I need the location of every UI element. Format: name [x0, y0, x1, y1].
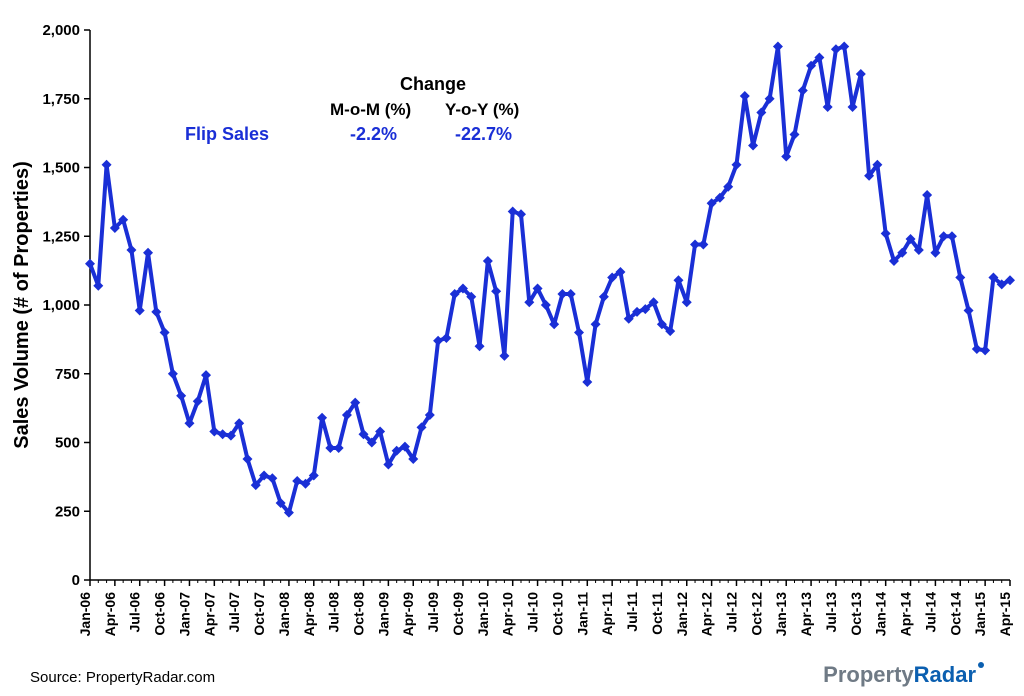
propertyradar-logo: PropertyRadar — [823, 662, 984, 688]
svg-text:Jul-09: Jul-09 — [425, 592, 441, 633]
svg-text:1,250: 1,250 — [42, 228, 80, 245]
svg-text:1,500: 1,500 — [42, 160, 80, 177]
svg-text:Apr-12: Apr-12 — [699, 592, 715, 637]
svg-text:Jul-12: Jul-12 — [723, 592, 739, 633]
svg-text:Apr-10: Apr-10 — [500, 592, 516, 637]
svg-text:Jan-11: Jan-11 — [574, 592, 590, 636]
svg-text:Jan-13: Jan-13 — [773, 592, 789, 637]
svg-text:2,000: 2,000 — [42, 22, 80, 39]
svg-text:Jan-09: Jan-09 — [375, 592, 391, 637]
svg-text:Apr-09: Apr-09 — [400, 592, 416, 637]
svg-text:Y-o-Y (%): Y-o-Y (%) — [445, 100, 519, 119]
logo-word-1: Property — [823, 662, 913, 687]
svg-text:M-o-M (%): M-o-M (%) — [330, 100, 411, 119]
flip-sales-line-chart: 0 250 500 750 1,000 1,250 1,500 1,750 2,000 Sales… — [0, 0, 1024, 696]
source-caption: Source: PropertyRadar.com — [30, 669, 215, 686]
svg-text:Flip Sales: Flip Sales — [185, 124, 269, 144]
svg-text:Apr-13: Apr-13 — [798, 592, 814, 637]
svg-text:Jan-15: Jan-15 — [972, 592, 988, 637]
svg-text:Oct-10: Oct-10 — [549, 592, 565, 636]
svg-text:Apr-06: Apr-06 — [102, 592, 118, 637]
chart-frame: 0 250 500 750 1,000 1,250 1,500 1,750 2,000 Sales… — [0, 0, 1024, 696]
svg-text:Jan-10: Jan-10 — [475, 592, 491, 637]
svg-text:Jul-07: Jul-07 — [226, 592, 242, 633]
svg-text:Jan-12: Jan-12 — [674, 592, 690, 637]
svg-text:Sales Volume (# of Properties): Sales Volume (# of Properties) — [11, 161, 33, 449]
svg-text:Jul-10: Jul-10 — [525, 592, 541, 633]
svg-text:Oct-12: Oct-12 — [748, 592, 764, 636]
svg-text:Oct-08: Oct-08 — [351, 592, 367, 636]
svg-text:Apr-15: Apr-15 — [997, 592, 1013, 637]
svg-text:Oct-09: Oct-09 — [450, 592, 466, 636]
svg-text:Jan-06: Jan-06 — [77, 592, 93, 637]
svg-text:Oct-06: Oct-06 — [152, 592, 168, 636]
svg-text:-22.7%: -22.7% — [455, 124, 512, 144]
svg-text:750: 750 — [55, 366, 80, 383]
svg-text:Jan-07: Jan-07 — [176, 592, 192, 637]
svg-text:Jul-13: Jul-13 — [823, 592, 839, 633]
svg-text:Jul-08: Jul-08 — [326, 592, 342, 633]
svg-text:500: 500 — [55, 435, 80, 452]
svg-text:Apr-08: Apr-08 — [301, 592, 317, 637]
svg-text:Apr-11: Apr-11 — [599, 592, 615, 636]
svg-text:0: 0 — [72, 572, 80, 589]
svg-text:Jul-14: Jul-14 — [922, 592, 938, 633]
svg-text:Jan-14: Jan-14 — [873, 592, 889, 637]
svg-text:1,750: 1,750 — [42, 91, 80, 108]
svg-text:1,000: 1,000 — [42, 297, 80, 314]
svg-text:Oct-11: Oct-11 — [649, 592, 665, 635]
svg-text:Apr-07: Apr-07 — [201, 592, 217, 637]
logo-word-2: Radar — [914, 662, 976, 687]
svg-text:Jan-08: Jan-08 — [276, 592, 292, 637]
svg-text:Oct-13: Oct-13 — [848, 592, 864, 636]
svg-text:Jul-06: Jul-06 — [127, 592, 143, 633]
svg-text:250: 250 — [55, 503, 80, 520]
svg-text:-2.2%: -2.2% — [350, 124, 397, 144]
svg-text:Jul-11: Jul-11 — [624, 592, 640, 632]
svg-text:Apr-14: Apr-14 — [898, 592, 914, 637]
svg-text:Oct-14: Oct-14 — [947, 592, 963, 636]
svg-text:Change: Change — [400, 74, 466, 94]
svg-text:Oct-07: Oct-07 — [251, 592, 267, 636]
logo-dot-icon — [978, 662, 984, 668]
